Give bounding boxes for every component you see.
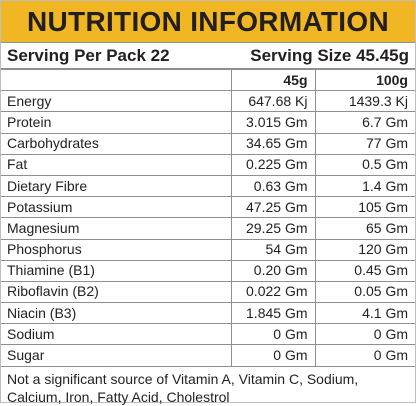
- nutrient-value-45g: 647.68 Kj: [230, 90, 316, 113]
- nutrient-value-45g: 0.022 Gm: [230, 280, 316, 304]
- nutrient-value-45g: 34.65 Gm: [230, 132, 316, 155]
- nutrient-row: Riboflavin (B2) 0.022 Gm 0.05 Gm: [1, 280, 415, 304]
- nutrient-value-45g: 0.20 Gm: [230, 259, 316, 282]
- nutrient-value-100g: 0.05 Gm: [314, 280, 415, 304]
- nutrient-name: Carbohydrates: [1, 132, 232, 155]
- nutrient-row: Potassium 47.25 Gm 105 Gm: [1, 196, 415, 219]
- nutrient-name: Potassium: [1, 196, 232, 219]
- nutrition-table: 45g 100g Energy 647.68 Kj 1439.3 Kj Protein…: [1, 68, 415, 367]
- nutrient-value-45g: 0.63 Gm: [230, 174, 316, 198]
- nutrient-value-45g: 1.845 Gm: [230, 302, 316, 325]
- footnote: Not a significant source of Vitamin A, V…: [7, 370, 359, 405]
- nutrient-value-100g: 77 Gm: [314, 132, 415, 155]
- nutrient-value-45g: 47.25 Gm: [230, 196, 316, 219]
- nutrient-row: Energy 647.68 Kj 1439.3 Kj: [1, 90, 415, 113]
- nutrient-name: Magnesium: [1, 217, 232, 240]
- nutrient-row: Protein 3.015 Gm 6.7 Gm: [1, 111, 415, 134]
- nutrient-value-100g: 0.5 Gm: [314, 153, 415, 176]
- nutrient-value-100g: 0 Gm: [314, 323, 415, 346]
- serving-info-row: Serving Per Pack 22 Serving Size 45.45g: [1, 43, 415, 69]
- nutrient-row: Magnesium 29.25 Gm 65 Gm: [1, 217, 415, 240]
- nutrient-value-100g: 1.4 Gm: [314, 174, 415, 198]
- nutrient-row: Carbohydrates 34.65 Gm 77 Gm: [1, 132, 415, 155]
- nutrient-name: Dietary Fibre: [1, 174, 232, 198]
- nutrient-column-header: [1, 68, 232, 92]
- nutrient-name: Energy: [1, 90, 232, 113]
- nutrient-value-100g: 65 Gm: [314, 217, 415, 240]
- serving-per-pack: Serving Per Pack 22: [7, 45, 170, 65]
- nutrient-row: Sodium 0 Gm 0 Gm: [1, 323, 415, 346]
- nutrient-name: Protein: [1, 111, 232, 134]
- nutrient-value-100g: 120 Gm: [314, 238, 415, 261]
- nutrient-row: Niacin (B3) 1.845 Gm 4.1 Gm: [1, 302, 415, 325]
- nutrition-table-header-row: 45g 100g: [1, 68, 415, 92]
- serving-size: Serving Size 45.45g: [250, 45, 409, 65]
- nutrient-value-45g: 54 Gm: [230, 238, 316, 261]
- nutrient-value-100g: 105 Gm: [314, 196, 415, 219]
- nutrition-title-band: NUTRITION INFORMATION: [1, 1, 415, 43]
- column-header-45g: 45g: [230, 68, 316, 92]
- nutrient-name: Phosphorus: [1, 238, 232, 261]
- nutrient-name: Sodium: [1, 323, 232, 346]
- nutrient-value-100g: 0.45 Gm: [314, 259, 415, 282]
- column-header-100g: 100g: [314, 68, 415, 92]
- nutrient-name: Thiamine (B1): [1, 259, 232, 282]
- nutrient-name: Riboflavin (B2): [1, 280, 232, 304]
- nutrient-value-100g: 4.1 Gm: [314, 302, 415, 325]
- nutrient-row: Thiamine (B1) 0.20 Gm 0.45 Gm: [1, 259, 415, 282]
- nutrient-row: Phosphorus 54 Gm 120 Gm: [1, 238, 415, 261]
- nutrient-row: Fat 0.225 Gm 0.5 Gm: [1, 153, 415, 176]
- nutrient-value-45g: 0.225 Gm: [230, 153, 316, 176]
- nutrition-title: NUTRITION INFORMATION: [27, 5, 389, 37]
- nutrient-value-45g: 3.015 Gm: [230, 111, 316, 134]
- nutrient-row: Sugar 0 Gm 0 Gm: [1, 344, 415, 367]
- nutrient-value-100g: 0 Gm: [314, 344, 415, 367]
- nutrient-name: Sugar: [1, 344, 232, 367]
- nutrient-name: Fat: [1, 153, 232, 176]
- nutrient-value-100g: 6.7 Gm: [314, 111, 415, 134]
- nutrient-name: Niacin (B3): [1, 302, 232, 325]
- nutrient-value-45g: 0 Gm: [230, 344, 316, 367]
- nutrient-value-45g: 0 Gm: [230, 323, 316, 346]
- nutrient-value-100g: 1439.3 Kj: [314, 90, 415, 113]
- nutrient-value-45g: 29.25 Gm: [230, 217, 316, 240]
- nutrient-row: Dietary Fibre 0.63 Gm 1.4 Gm: [1, 174, 415, 198]
